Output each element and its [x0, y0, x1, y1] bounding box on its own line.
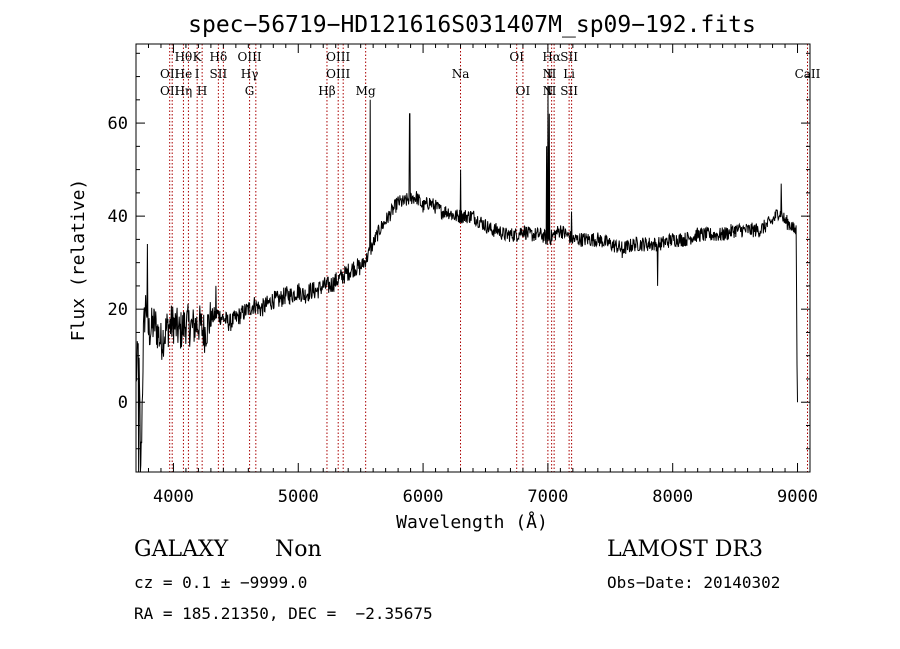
line-label: Hδ	[210, 50, 228, 64]
object-class: GALAXY	[134, 537, 229, 562]
line-label: G	[245, 84, 255, 98]
line-label: CaII	[795, 67, 821, 81]
y-tick-label: 60	[108, 114, 128, 134]
line-label: Hγ	[241, 67, 259, 81]
x-axis-label: Wavelength (Å)	[396, 511, 548, 533]
line-label: Hη	[175, 84, 193, 98]
object-subclass: Non	[275, 537, 322, 562]
line-label: II	[547, 84, 557, 98]
spectrum-series-line	[135, 85, 798, 473]
x-tick-label: 8000	[652, 487, 693, 507]
x-tick-label: 7000	[527, 487, 568, 507]
line-label: He	[175, 67, 193, 81]
x-tick-label: 5000	[278, 487, 319, 507]
redshift-line: cz = 0.1 ± −9999.0	[134, 573, 308, 592]
line-label: OIII	[238, 50, 262, 64]
line-label: H	[197, 84, 207, 98]
line-label: N	[543, 67, 554, 81]
line-label: SII	[560, 84, 578, 98]
y-tick-label: 40	[108, 207, 128, 227]
x-tick-label: 4000	[153, 487, 194, 507]
y-tick-label: 0	[118, 393, 128, 413]
line-label: OII	[160, 84, 180, 98]
line-label: I	[195, 67, 200, 81]
line-label: OI	[516, 84, 531, 98]
line-label: OIII	[326, 67, 350, 81]
x-tick-label: 9000	[777, 487, 818, 507]
line-label: Mg	[356, 84, 376, 98]
line-label: SII	[210, 67, 228, 81]
line-label: K	[193, 50, 203, 64]
axis-ticks: 4000 5000 6000 7000 8000 9000 0 20 40 60	[108, 44, 818, 507]
x-tick-label: 6000	[403, 487, 444, 507]
line-label: Hθ	[175, 50, 193, 64]
coordinates-line: RA = 185.21350, DEC = −2.35675	[134, 604, 433, 623]
line-label: OIII	[326, 50, 350, 64]
line-label: Hβ	[318, 84, 335, 98]
line-label: OII	[160, 67, 180, 81]
y-tick-label: 20	[108, 300, 128, 320]
obs-date: Obs−Date: 20140302	[607, 573, 781, 592]
survey-name: LAMOST DR3	[607, 537, 763, 562]
line-label: Li	[563, 67, 575, 81]
line-label: II	[547, 67, 557, 81]
y-axis-label: Flux (relative)	[68, 179, 89, 342]
chart-title: spec−56719−HD121616S031407M_sp09−192.fit…	[188, 12, 756, 38]
line-label: SII	[560, 50, 578, 64]
line-label: Na	[452, 67, 470, 81]
plot-frame	[135, 43, 811, 473]
emission-line-markers	[169, 44, 809, 472]
line-label: OI	[509, 50, 524, 64]
line-label: Hα	[542, 50, 561, 64]
